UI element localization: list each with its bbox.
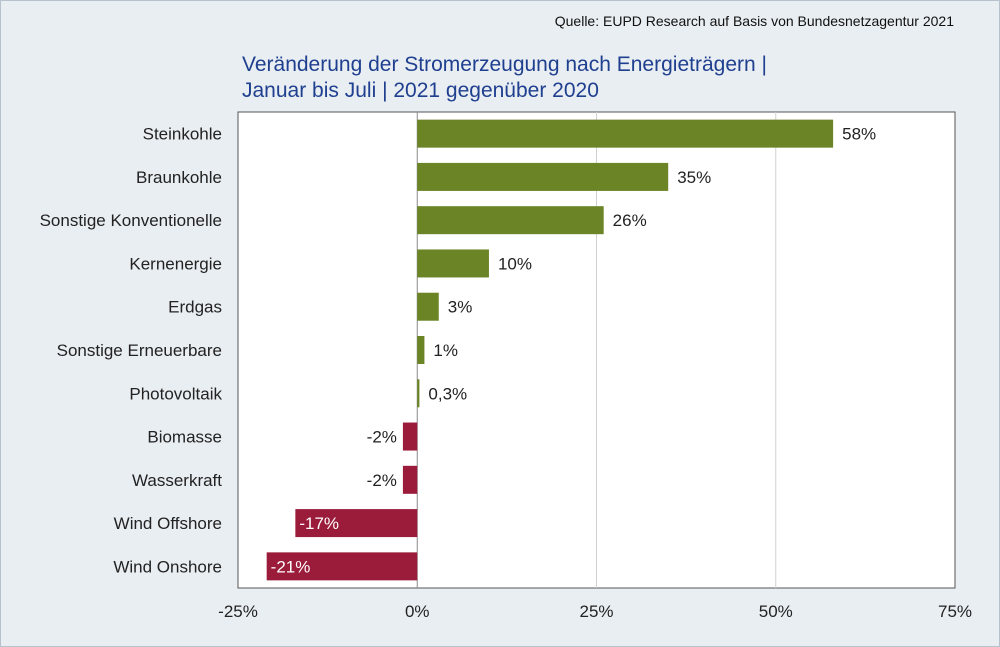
x-tick-label: -25%: [218, 602, 258, 621]
data-label: 10%: [498, 254, 532, 273]
bar: [295, 509, 418, 538]
category-label: Biomasse: [147, 428, 222, 447]
category-label: Steinkohle: [143, 125, 222, 144]
data-label: 3%: [448, 298, 473, 317]
category-label: Sonstige Konventionelle: [40, 211, 222, 230]
category-label: Wind Offshore: [114, 514, 222, 533]
data-label: -17%: [299, 514, 339, 533]
data-label: 58%: [842, 125, 876, 144]
data-label: 1%: [433, 341, 458, 360]
data-label: -21%: [271, 557, 311, 576]
data-label: 35%: [677, 168, 711, 187]
category-label: Kernenergie: [129, 254, 222, 273]
category-label: Wind Onshore: [113, 557, 222, 576]
bar: [417, 206, 604, 235]
bar: [417, 119, 834, 148]
x-tick-label: 0%: [405, 602, 430, 621]
bar: [402, 422, 418, 451]
category-label: Erdgas: [168, 298, 222, 317]
bar: [417, 379, 420, 408]
chart-title-line-1: Veränderung der Stromerzeugung nach Ener…: [242, 53, 767, 76]
bar: [266, 552, 418, 581]
chart-title: Veränderung der Stromerzeugung nach Ener…: [242, 52, 767, 104]
category-label: Braunkohle: [136, 168, 222, 187]
source-note: Quelle: EUPD Research auf Basis von Bund…: [554, 13, 954, 29]
bar: [417, 292, 439, 321]
data-label: -2%: [367, 428, 397, 447]
bar: [402, 465, 418, 494]
data-label: 0,3%: [428, 384, 467, 403]
x-tick-label: 75%: [938, 602, 972, 621]
x-tick-label: 25%: [579, 602, 613, 621]
data-label: 26%: [613, 211, 647, 230]
bar: [417, 162, 669, 191]
bar: [417, 249, 489, 278]
category-label: Photovoltaik: [129, 384, 222, 403]
category-label: Sonstige Erneuerbare: [57, 341, 222, 360]
x-tick-label: 50%: [759, 602, 793, 621]
chart-title-line-2: Januar bis Juli | 2021 gegenüber 2020: [242, 79, 599, 102]
category-label: Wasserkraft: [132, 471, 222, 490]
data-label: -2%: [367, 471, 397, 490]
bar: [417, 336, 425, 364]
